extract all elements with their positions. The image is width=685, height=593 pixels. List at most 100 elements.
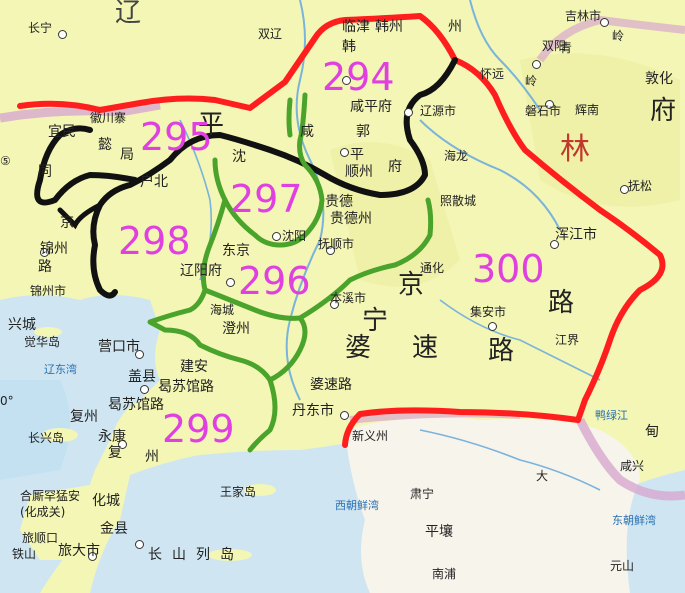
city-marker bbox=[135, 540, 144, 549]
place-label: 婆速路 bbox=[310, 377, 352, 393]
place-label: 海龙 bbox=[444, 149, 469, 163]
place-label: 浑江市 bbox=[555, 227, 597, 243]
place-label: 韩 bbox=[342, 39, 356, 55]
city-marker bbox=[532, 60, 541, 69]
sea-label: 辽东湾 bbox=[44, 363, 77, 376]
sea-shade bbox=[0, 380, 70, 480]
region-name: 府 bbox=[650, 96, 677, 126]
city-marker bbox=[226, 278, 235, 287]
place-label: 通化 bbox=[420, 261, 445, 275]
region-name: 平 bbox=[198, 110, 225, 140]
place-label: 敦化 bbox=[645, 71, 673, 87]
city-marker bbox=[600, 18, 609, 27]
city-marker bbox=[404, 108, 413, 117]
place-label: 大 bbox=[536, 469, 549, 483]
place-label: 觉华岛 bbox=[24, 335, 61, 349]
route-green-south bbox=[147, 197, 278, 453]
route-green-loop bbox=[212, 92, 325, 248]
place-label: 磐石市 bbox=[525, 104, 562, 118]
city-marker bbox=[88, 552, 97, 561]
city-marker bbox=[140, 385, 149, 394]
place-label: 府 bbox=[388, 159, 402, 175]
place-label: 曷苏馆路 bbox=[108, 397, 164, 413]
place-label: 新义州 bbox=[352, 429, 389, 443]
river-label: 鸭绿江 bbox=[595, 409, 628, 422]
region-name: 宁 bbox=[362, 306, 389, 336]
place-label: 贵德州 bbox=[330, 211, 372, 227]
route-black-line bbox=[90, 57, 458, 299]
place-label: 同 bbox=[38, 164, 52, 180]
route-number-297: 297 bbox=[230, 177, 303, 221]
place-label: 兴城 bbox=[8, 317, 36, 333]
place-label: 长兴岛 bbox=[28, 431, 65, 445]
route-black-spur bbox=[57, 202, 103, 230]
city-marker bbox=[342, 76, 351, 85]
region-name: 速 bbox=[412, 333, 439, 363]
place-label: 王家岛 bbox=[220, 485, 257, 499]
place-label: 双辽 bbox=[258, 27, 283, 41]
place-label: 韩州 bbox=[375, 19, 403, 35]
city-marker bbox=[40, 248, 49, 257]
land-shade bbox=[330, 142, 460, 287]
route-number-296: 296 bbox=[238, 259, 311, 303]
land-shade bbox=[520, 53, 680, 207]
border-band bbox=[575, 417, 685, 501]
place-label: 岭 bbox=[525, 74, 538, 88]
sea-label: 东朝鲜湾 bbox=[612, 514, 656, 527]
route-green-spur bbox=[286, 97, 293, 138]
place-label: 辽 bbox=[115, 0, 142, 28]
route-green-east bbox=[202, 197, 434, 321]
place-label: 局 bbox=[120, 147, 134, 163]
border-band bbox=[0, 100, 161, 123]
island bbox=[244, 484, 276, 496]
place-label: 沈 bbox=[232, 149, 246, 165]
island bbox=[34, 327, 62, 337]
place-label: 青 bbox=[560, 41, 573, 55]
place-label: 长山列岛 bbox=[148, 547, 244, 563]
sea-label: 西朝鲜湾 bbox=[335, 499, 379, 512]
route-number-298: 298 bbox=[118, 219, 191, 263]
place-label: 合厮罕猛安 bbox=[20, 489, 81, 503]
liaodong-tip bbox=[20, 485, 100, 560]
place-label: 岭 bbox=[612, 29, 625, 43]
region-name: 路 bbox=[548, 288, 575, 318]
place-label: 抚松 bbox=[628, 179, 653, 193]
place-label: 平壤 bbox=[425, 524, 453, 540]
place-label: 丹东市 bbox=[292, 403, 334, 419]
region-name: 路 bbox=[488, 336, 515, 366]
place-label: 沈阳 bbox=[282, 229, 307, 243]
city-marker bbox=[118, 440, 127, 449]
route-number-299: 299 bbox=[162, 407, 235, 451]
island bbox=[208, 549, 252, 561]
region-name: 林 bbox=[560, 132, 590, 167]
city-marker bbox=[272, 232, 281, 241]
region-name: 婆 bbox=[345, 333, 372, 363]
place-label: 集安市 bbox=[470, 305, 507, 319]
route-red-line bbox=[17, 13, 666, 448]
place-label: 照散城 bbox=[440, 194, 477, 208]
place-label: 锦州市 bbox=[30, 284, 67, 298]
river bbox=[419, 119, 561, 231]
place-label: 铁山 bbox=[12, 547, 37, 561]
place-label: 旅大市 bbox=[58, 543, 100, 559]
place-label: 金县 bbox=[100, 521, 128, 537]
route-number-300: 300 bbox=[472, 247, 545, 291]
place-label: 户北 bbox=[140, 174, 168, 190]
place-label: 徽川寨 bbox=[90, 111, 127, 125]
route-number-295: 295 bbox=[140, 115, 213, 159]
margin-glyph: 0° bbox=[0, 394, 14, 408]
route-black-branch bbox=[34, 125, 138, 206]
place-label: 东京 bbox=[222, 243, 250, 259]
place-label: 州 bbox=[145, 449, 159, 465]
place-label: 懿 bbox=[98, 137, 112, 153]
route-number-294: 294 bbox=[322, 55, 395, 99]
margin-glyph: ⑤ bbox=[0, 154, 11, 168]
place-label: (化成关) bbox=[20, 505, 66, 519]
place-label: 南浦 bbox=[432, 567, 457, 581]
place-label: 甸 bbox=[645, 424, 659, 440]
place-label: 京 bbox=[60, 215, 74, 231]
region-name: 京 bbox=[398, 270, 425, 300]
city-marker bbox=[488, 322, 497, 331]
place-label: 咸平府 bbox=[350, 99, 392, 115]
